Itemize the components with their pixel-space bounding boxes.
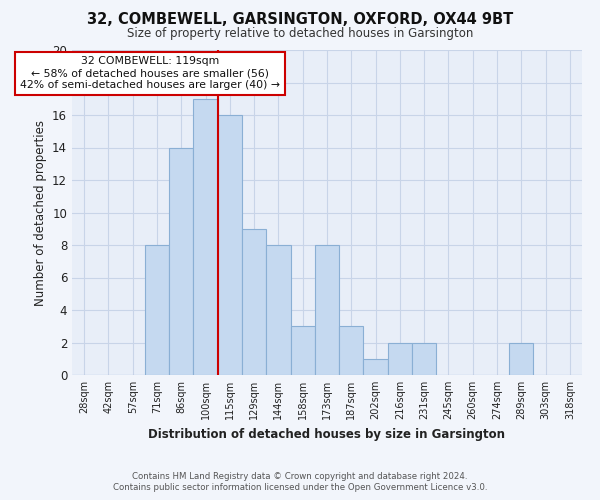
Bar <box>364 359 388 375</box>
Text: Contains public sector information licensed under the Open Government Licence v3: Contains public sector information licen… <box>113 483 487 492</box>
Y-axis label: Number of detached properties: Number of detached properties <box>34 120 47 306</box>
Bar <box>218 115 242 375</box>
Bar <box>412 342 436 375</box>
Text: 32, COMBEWELL, GARSINGTON, OXFORD, OX44 9BT: 32, COMBEWELL, GARSINGTON, OXFORD, OX44 … <box>87 12 513 28</box>
X-axis label: Distribution of detached houses by size in Garsington: Distribution of detached houses by size … <box>149 428 505 440</box>
Bar <box>315 245 339 375</box>
Bar <box>509 342 533 375</box>
Bar <box>266 245 290 375</box>
Bar <box>193 99 218 375</box>
Bar <box>388 342 412 375</box>
Bar <box>290 326 315 375</box>
Bar <box>145 245 169 375</box>
Bar <box>242 229 266 375</box>
Text: Size of property relative to detached houses in Garsington: Size of property relative to detached ho… <box>127 28 473 40</box>
Bar <box>169 148 193 375</box>
Bar <box>339 326 364 375</box>
Text: 32 COMBEWELL: 119sqm
← 58% of detached houses are smaller (56)
42% of semi-detac: 32 COMBEWELL: 119sqm ← 58% of detached h… <box>20 56 280 90</box>
Text: Contains HM Land Registry data © Crown copyright and database right 2024.: Contains HM Land Registry data © Crown c… <box>132 472 468 481</box>
